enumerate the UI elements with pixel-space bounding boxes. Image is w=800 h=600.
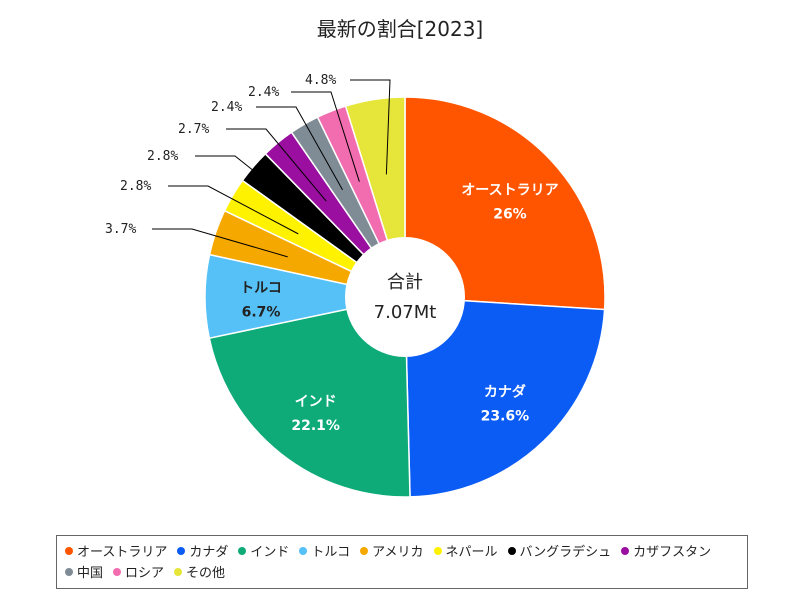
legend-swatch bbox=[238, 546, 247, 555]
legend-label: トルコ bbox=[311, 545, 351, 560]
legend-item: アメリカ bbox=[360, 540, 424, 561]
legend-item: ネパール bbox=[433, 540, 498, 561]
donut-hole bbox=[345, 237, 465, 357]
slice-value-label: 2.8% bbox=[147, 149, 178, 164]
legend-label: バングラデシュ bbox=[519, 545, 612, 560]
pie-slice bbox=[404, 96, 606, 311]
legend-item: その他 bbox=[174, 561, 225, 582]
slice-value-label: 6.7% bbox=[242, 305, 281, 321]
legend-item: ロシア bbox=[113, 561, 164, 582]
slice-value-label: 2.8% bbox=[120, 179, 151, 194]
leader-line bbox=[291, 91, 360, 182]
slice-value-label: 2.4% bbox=[248, 85, 279, 100]
slice-value-label: 22.1% bbox=[291, 418, 340, 434]
legend-swatch bbox=[113, 567, 122, 576]
legend-swatch bbox=[299, 546, 308, 555]
legend-swatch bbox=[174, 567, 183, 576]
pie-slice bbox=[404, 296, 606, 498]
legend: オーストラリア カナダ インド トルコ アメリカ ネパール バングラデシュ カザフスタン中国 ロ… bbox=[56, 535, 748, 589]
slice-value-label: 23.6% bbox=[481, 409, 530, 425]
leader-line bbox=[152, 228, 288, 258]
leader-line bbox=[195, 155, 312, 217]
legend-label: アメリカ bbox=[372, 545, 424, 560]
leader-line bbox=[256, 106, 343, 191]
chart-title: 最新の割合[2023] bbox=[317, 17, 484, 41]
center-label: 合計 bbox=[387, 272, 423, 293]
legend-item: 中国 bbox=[65, 561, 103, 582]
slice-name-label: オーストラリア bbox=[461, 182, 558, 198]
legend-label: その他 bbox=[186, 566, 226, 581]
legend-item: カナダ bbox=[177, 540, 228, 561]
legend-label: ロシア bbox=[125, 566, 165, 581]
legend-label: 中国 bbox=[77, 566, 104, 581]
legend-item: オーストラリア bbox=[65, 540, 167, 561]
leader-line bbox=[226, 128, 327, 202]
legend-swatch bbox=[507, 546, 516, 555]
slice-value-label: 2.4% bbox=[211, 100, 242, 115]
legend-item: インド bbox=[238, 540, 289, 561]
legend-label: ネパール bbox=[445, 545, 498, 560]
legend-label: オーストラリア bbox=[77, 545, 168, 560]
slice-name-label: トルコ bbox=[240, 281, 282, 297]
slice-value-label: 2.7% bbox=[178, 122, 209, 137]
slice-name-label: インド bbox=[295, 394, 337, 410]
pie-slice bbox=[208, 296, 411, 498]
legend-label: カナダ bbox=[189, 545, 229, 560]
slice-value-label: 4.8% bbox=[305, 73, 336, 88]
legend-item: カザフスタン bbox=[621, 540, 711, 561]
legend-swatch bbox=[621, 546, 630, 555]
legend-item: トルコ bbox=[299, 540, 350, 561]
leader-lines bbox=[152, 79, 391, 258]
legend-item: バングラデシュ bbox=[507, 540, 612, 561]
legend-swatch bbox=[433, 546, 442, 555]
slice-value-label: 3.7% bbox=[105, 222, 136, 237]
slice-value-label: 26% bbox=[493, 206, 527, 222]
legend-swatch bbox=[65, 567, 73, 576]
leader-line bbox=[168, 185, 299, 235]
slice-name-label: カナダ bbox=[484, 384, 526, 401]
legend-swatch bbox=[360, 546, 369, 555]
legend-label: インド bbox=[250, 545, 290, 560]
legend-swatch bbox=[65, 546, 73, 555]
center-value: 7.07Mt bbox=[374, 302, 437, 323]
legend-label: カザフスタン bbox=[633, 545, 712, 560]
legend-swatch bbox=[177, 546, 186, 555]
leader-line bbox=[350, 79, 391, 175]
